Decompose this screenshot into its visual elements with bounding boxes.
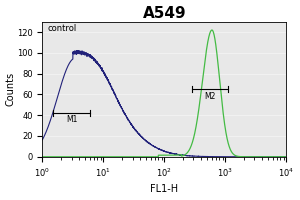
Y-axis label: Counts: Counts	[6, 72, 16, 106]
Text: control: control	[47, 24, 76, 33]
Text: M1: M1	[66, 115, 77, 124]
Title: A549: A549	[142, 6, 186, 21]
X-axis label: FL1-H: FL1-H	[150, 184, 178, 194]
Text: M2: M2	[204, 92, 216, 101]
